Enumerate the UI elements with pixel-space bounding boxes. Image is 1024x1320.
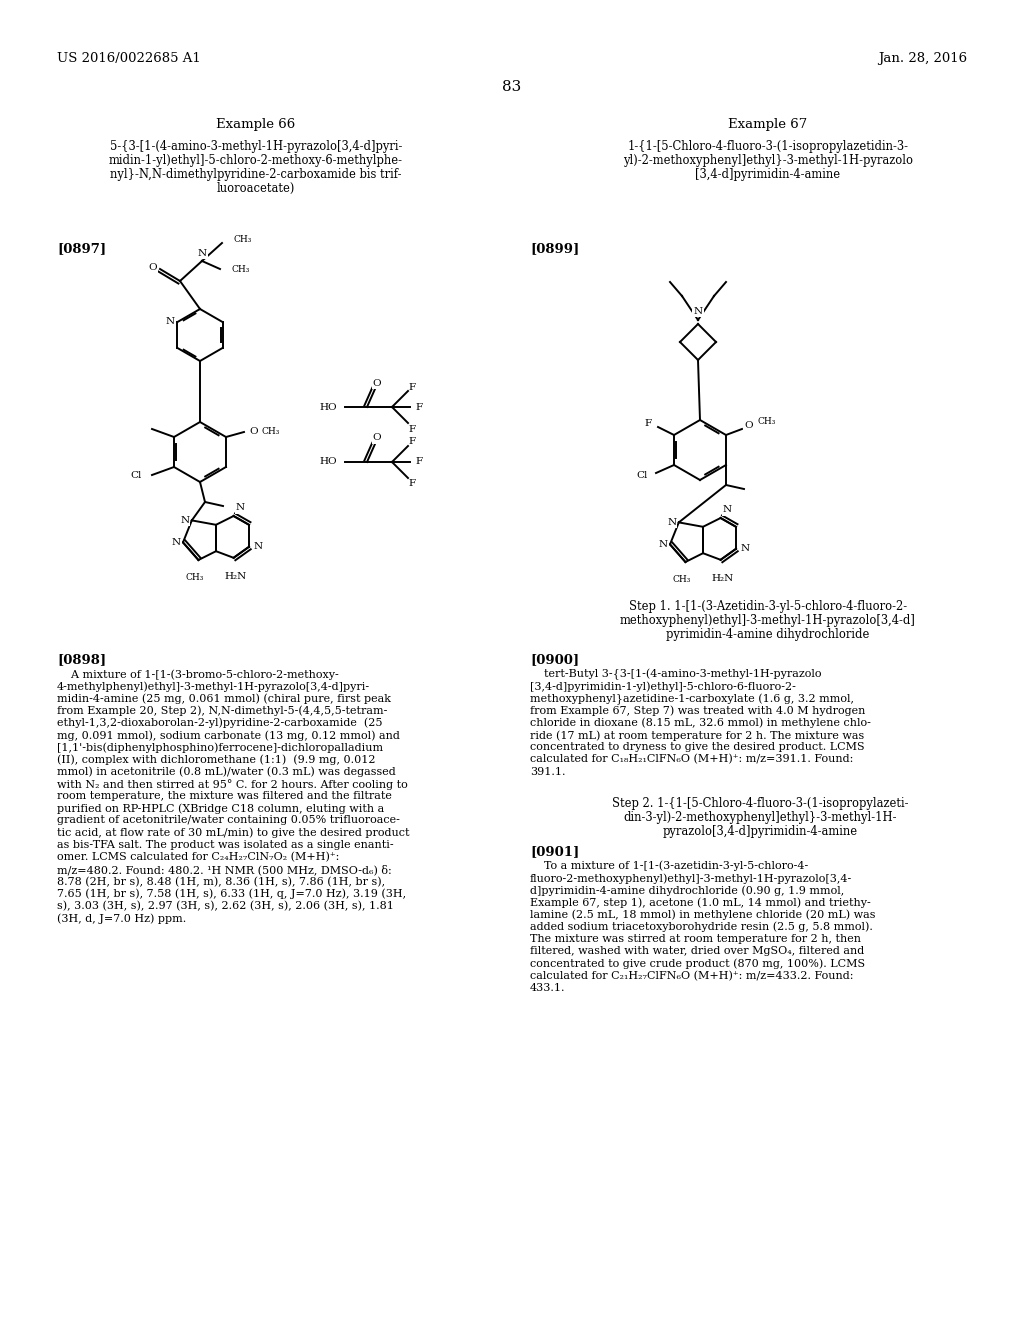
Text: [3,4-d]pyrimidin-1-yl)ethyl]-5-chloro-6-fluoro-2-: [3,4-d]pyrimidin-1-yl)ethyl]-5-chloro-6-… (530, 681, 796, 692)
Text: N: N (166, 317, 175, 326)
Text: F: F (409, 479, 416, 488)
Text: from Example 20, Step 2), N,N-dimethyl-5-(4,4,5,5-tetram-: from Example 20, Step 2), N,N-dimethyl-5… (57, 706, 387, 717)
Text: N: N (236, 503, 245, 512)
Text: N: N (658, 540, 668, 549)
Text: [0899]: [0899] (530, 242, 580, 255)
Text: yl)-2-methoxyphenyl]ethyl}-3-methyl-1H-pyrazolo: yl)-2-methoxyphenyl]ethyl}-3-methyl-1H-p… (623, 154, 913, 168)
Text: calculated for C₁₈H₂₁ClFN₆O (M+H)⁺: m/z=391.1. Found:: calculated for C₁₈H₂₁ClFN₆O (M+H)⁺: m/z=… (530, 755, 853, 764)
Text: fluoro-2-methoxyphenyl)ethyl]-3-methyl-1H-pyrazolo[3,4-: fluoro-2-methoxyphenyl)ethyl]-3-methyl-1… (530, 873, 852, 883)
Text: O: O (148, 264, 158, 272)
Text: O: O (373, 433, 381, 442)
Text: lamine (2.5 mL, 18 mmol) in methylene chloride (20 mL) was: lamine (2.5 mL, 18 mmol) in methylene ch… (530, 909, 876, 920)
Text: F: F (415, 403, 422, 412)
Text: 391.1.: 391.1. (530, 767, 565, 776)
Text: O: O (744, 421, 753, 429)
Text: 5-{3-[1-(4-amino-3-methyl-1H-pyrazolo[3,4-d]pyri-: 5-{3-[1-(4-amino-3-methyl-1H-pyrazolo[3,… (110, 140, 402, 153)
Text: midin-4-amine (25 mg, 0.061 mmol) (chiral pure, first peak: midin-4-amine (25 mg, 0.061 mmol) (chira… (57, 693, 391, 704)
Text: N: N (171, 539, 180, 546)
Text: methoxyphenyl)ethyl]-3-methyl-1H-pyrazolo[3,4-d]: methoxyphenyl)ethyl]-3-methyl-1H-pyrazol… (621, 614, 915, 627)
Text: CH₃: CH₃ (672, 576, 690, 583)
Text: F: F (409, 437, 416, 446)
Text: CH₃: CH₃ (758, 417, 776, 425)
Text: midin-1-yl)ethyl]-5-chloro-2-methoxy-6-methylphe-: midin-1-yl)ethyl]-5-chloro-2-methoxy-6-m… (109, 154, 403, 168)
Text: mmol) in acetonitrile (0.8 mL)/water (0.3 mL) was degassed: mmol) in acetonitrile (0.8 mL)/water (0.… (57, 767, 395, 777)
Text: pyrimidin-4-amine dihydrochloride: pyrimidin-4-amine dihydrochloride (667, 628, 869, 642)
Text: tert-Butyl 3-{3-[1-(4-amino-3-methyl-1H-pyrazolo: tert-Butyl 3-{3-[1-(4-amino-3-methyl-1H-… (530, 669, 821, 680)
Text: from Example 67, Step 7) was treated with 4.0 M hydrogen: from Example 67, Step 7) was treated wit… (530, 706, 865, 717)
Text: The mixture was stirred at room temperature for 2 h, then: The mixture was stirred at room temperat… (530, 935, 861, 944)
Text: 83: 83 (503, 81, 521, 94)
Text: N: N (723, 506, 732, 515)
Text: omer. LCMS calculated for C₂₄H₂₇ClN₇O₂ (M+H)⁺:: omer. LCMS calculated for C₂₄H₂₇ClN₇O₂ (… (57, 851, 339, 862)
Text: Example 66: Example 66 (216, 117, 296, 131)
Text: gradient of acetonitrile/water containing 0.05% trifluoroace-: gradient of acetonitrile/water containin… (57, 816, 400, 825)
Text: 7.65 (1H, br s), 7.58 (1H, s), 6.33 (1H, q, J=7.0 Hz), 3.19 (3H,: 7.65 (1H, br s), 7.58 (1H, s), 6.33 (1H,… (57, 888, 407, 899)
Text: HO: HO (319, 403, 337, 412)
Text: [0897]: [0897] (57, 242, 106, 255)
Text: CH₃: CH₃ (232, 264, 251, 273)
Text: concentrated to give crude product (870 mg, 100%). LCMS: concentrated to give crude product (870 … (530, 958, 865, 969)
Text: N: N (198, 248, 207, 257)
Text: A mixture of 1-[1-(3-bromo-5-chloro-2-methoxy-: A mixture of 1-[1-(3-bromo-5-chloro-2-me… (57, 669, 339, 680)
Text: m/z=480.2. Found: 480.2. ¹H NMR (500 MHz, DMSO-d₆) δ:: m/z=480.2. Found: 480.2. ¹H NMR (500 MHz… (57, 865, 392, 875)
Text: nyl}-N,N-dimethylpyridine-2-carboxamide bis trif-: nyl}-N,N-dimethylpyridine-2-carboxamide … (111, 168, 401, 181)
Text: Step 2. 1-{1-[5-Chloro-4-fluoro-3-(1-isopropylazeti-: Step 2. 1-{1-[5-Chloro-4-fluoro-3-(1-iso… (611, 797, 908, 809)
Text: H₂N: H₂N (224, 572, 247, 581)
Text: [1,1'-bis(diphenylphosphino)ferrocene]-dichloropalladium: [1,1'-bis(diphenylphosphino)ferrocene]-d… (57, 742, 383, 752)
Text: din-3-yl)-2-methoxyphenyl]ethyl}-3-methyl-1H-: din-3-yl)-2-methoxyphenyl]ethyl}-3-methy… (624, 810, 897, 824)
Text: s), 3.03 (3H, s), 2.97 (3H, s), 2.62 (3H, s), 2.06 (3H, s), 1.81: s), 3.03 (3H, s), 2.97 (3H, s), 2.62 (3H… (57, 900, 394, 911)
Text: HO: HO (319, 458, 337, 466)
Text: mg, 0.091 mmol), sodium carbonate (13 mg, 0.12 mmol) and: mg, 0.091 mmol), sodium carbonate (13 mg… (57, 730, 400, 741)
Text: To a mixture of 1-[1-(3-azetidin-3-yl-5-chloro-4-: To a mixture of 1-[1-(3-azetidin-3-yl-5-… (530, 861, 808, 871)
Text: Cl: Cl (637, 470, 648, 479)
Text: F: F (409, 383, 416, 392)
Text: CH₃: CH₃ (185, 573, 204, 582)
Text: [3,4-d]pyrimidin-4-amine: [3,4-d]pyrimidin-4-amine (695, 168, 841, 181)
Text: CH₃: CH₃ (234, 235, 252, 243)
Text: N: N (693, 308, 702, 315)
Text: [0898]: [0898] (57, 653, 106, 667)
Text: Step 1. 1-[1-(3-Azetidin-3-yl-5-chloro-4-fluoro-2-: Step 1. 1-[1-(3-Azetidin-3-yl-5-chloro-4… (629, 601, 907, 612)
Text: F: F (415, 458, 422, 466)
Text: Cl: Cl (131, 470, 142, 479)
Text: concentrated to dryness to give the desired product. LCMS: concentrated to dryness to give the desi… (530, 742, 864, 752)
Text: ethyl-1,3,2-dioxaborolan-2-yl)pyridine-2-carboxamide  (25: ethyl-1,3,2-dioxaborolan-2-yl)pyridine-2… (57, 718, 383, 729)
Text: CH₃: CH₃ (262, 426, 281, 436)
Text: Example 67: Example 67 (728, 117, 808, 131)
Text: N: N (254, 543, 263, 552)
Text: O: O (373, 379, 381, 388)
Text: as bis-TFA salt. The product was isolated as a single enanti-: as bis-TFA salt. The product was isolate… (57, 840, 393, 850)
Text: US 2016/0022685 A1: US 2016/0022685 A1 (57, 51, 201, 65)
Text: room temperature, the mixture was filtered and the filtrate: room temperature, the mixture was filter… (57, 791, 392, 801)
Text: purified on RP-HPLC (XBridge C18 column, eluting with a: purified on RP-HPLC (XBridge C18 column,… (57, 803, 384, 813)
Text: O: O (249, 428, 258, 437)
Text: (II), complex with dichloromethane (1:1)  (9.9 mg, 0.012: (II), complex with dichloromethane (1:1)… (57, 755, 376, 766)
Text: Jan. 28, 2016: Jan. 28, 2016 (878, 51, 967, 65)
Text: methoxyphenyl}azetidine-1-carboxylate (1.6 g, 3.2 mmol,: methoxyphenyl}azetidine-1-carboxylate (1… (530, 693, 854, 705)
Text: N: N (180, 516, 189, 525)
Text: 1-{1-[5-Chloro-4-fluoro-3-(1-isopropylazetidin-3-: 1-{1-[5-Chloro-4-fluoro-3-(1-isopropylaz… (628, 140, 908, 153)
Text: N: N (741, 544, 751, 553)
Text: 8.78 (2H, br s), 8.48 (1H, m), 8.36 (1H, s), 7.86 (1H, br s),: 8.78 (2H, br s), 8.48 (1H, m), 8.36 (1H,… (57, 876, 385, 887)
Text: luoroacetate): luoroacetate) (217, 182, 295, 195)
Text: d]pyrimidin-4-amine dihydrochloride (0.90 g, 1.9 mmol,: d]pyrimidin-4-amine dihydrochloride (0.9… (530, 886, 844, 896)
Text: added sodium triacetoxyborohydride resin (2.5 g, 5.8 mmol).: added sodium triacetoxyborohydride resin… (530, 921, 872, 932)
Text: [0900]: [0900] (530, 653, 580, 667)
Text: N: N (668, 517, 677, 527)
Text: with N₂ and then stirred at 95° C. for 2 hours. After cooling to: with N₂ and then stirred at 95° C. for 2… (57, 779, 408, 789)
Text: H₂N: H₂N (712, 574, 734, 583)
Text: pyrazolo[3,4-d]pyrimidin-4-amine: pyrazolo[3,4-d]pyrimidin-4-amine (663, 825, 857, 838)
Text: 4-methylphenyl)ethyl]-3-methyl-1H-pyrazolo[3,4-d]pyri-: 4-methylphenyl)ethyl]-3-methyl-1H-pyrazo… (57, 681, 370, 692)
Text: [0901]: [0901] (530, 845, 580, 858)
Text: Example 67, step 1), acetone (1.0 mL, 14 mmol) and triethy-: Example 67, step 1), acetone (1.0 mL, 14… (530, 898, 870, 908)
Text: (3H, d, J=7.0 Hz) ppm.: (3H, d, J=7.0 Hz) ppm. (57, 913, 186, 924)
Text: 433.1.: 433.1. (530, 983, 565, 993)
Text: F: F (645, 418, 652, 428)
Text: F: F (409, 425, 416, 433)
Text: filtered, washed with water, dried over MgSO₄, filtered and: filtered, washed with water, dried over … (530, 946, 864, 956)
Text: ride (17 mL) at room temperature for 2 h. The mixture was: ride (17 mL) at room temperature for 2 h… (530, 730, 864, 741)
Text: chloride in dioxane (8.15 mL, 32.6 mmol) in methylene chlo-: chloride in dioxane (8.15 mL, 32.6 mmol)… (530, 718, 870, 729)
Text: calculated for C₂₁H₂₇ClFN₆O (M+H)⁺: m/z=433.2. Found:: calculated for C₂₁H₂₇ClFN₆O (M+H)⁺: m/z=… (530, 970, 853, 981)
Text: tic acid, at flow rate of 30 mL/min) to give the desired product: tic acid, at flow rate of 30 mL/min) to … (57, 828, 410, 838)
